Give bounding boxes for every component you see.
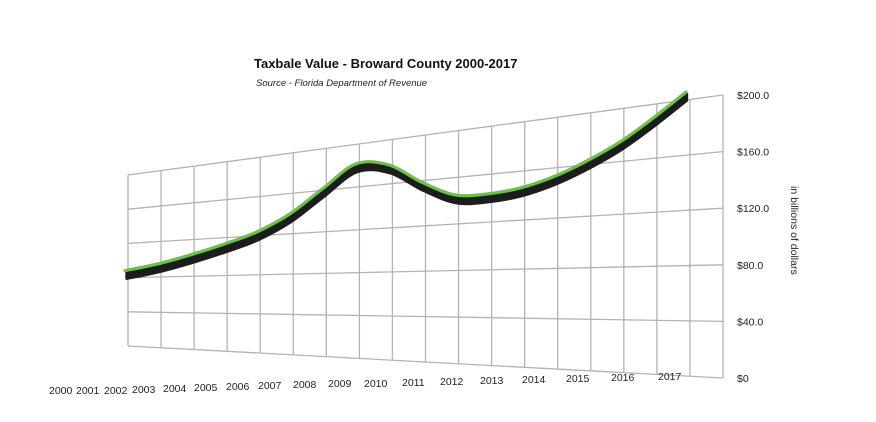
x-tick-label: 2003 bbox=[132, 384, 156, 396]
series-shadow-band bbox=[125, 92, 689, 275]
data-point-2010 bbox=[453, 193, 457, 197]
y-tick-label: $200.0 bbox=[737, 90, 769, 102]
vertical-gridlines bbox=[127, 95, 724, 378]
data-point-2000 bbox=[123, 269, 126, 272]
data-point-2004 bbox=[255, 230, 258, 234]
x-tick-label: 2000 bbox=[49, 385, 73, 397]
data-point-2002 bbox=[189, 253, 192, 257]
x-tick-label: 2011 bbox=[402, 377, 425, 389]
data-point-2007 bbox=[354, 162, 358, 166]
data-point-2012 bbox=[519, 186, 523, 189]
data-point-2013 bbox=[553, 175, 556, 178]
y-tick-label: $120.0 bbox=[737, 203, 769, 215]
x-tick-label: 2017 bbox=[658, 371, 682, 383]
x-tick-label: 2013 bbox=[480, 375, 504, 387]
gridline-horizontal bbox=[127, 311, 724, 323]
horizontal-gridlines bbox=[127, 94, 724, 379]
x-tick-label: 2014 bbox=[522, 374, 546, 386]
y-axis-label: in billions of dollars bbox=[788, 186, 800, 275]
series-line-path bbox=[124, 90, 688, 273]
data-point-2008 bbox=[387, 163, 391, 167]
y-axis-tick-labels: $0 $40.0 $80.0 $120.0 $160.0 $200.0 bbox=[737, 90, 769, 385]
data-point-2016 bbox=[652, 116, 655, 120]
x-tick-label: 2009 bbox=[328, 378, 352, 390]
data-point-2015 bbox=[619, 140, 622, 143]
data-point-2011 bbox=[486, 192, 490, 195]
x-tick-label: 2006 bbox=[226, 381, 250, 393]
x-tick-label: 2015 bbox=[566, 373, 590, 385]
data-point-2009 bbox=[420, 181, 424, 184]
series-line bbox=[123, 90, 688, 273]
x-tick-label: 2012 bbox=[440, 376, 464, 388]
x-tick-label: 2001 bbox=[76, 385, 100, 397]
y-tick-label: $160.0 bbox=[737, 147, 769, 159]
x-tick-label: 2007 bbox=[258, 380, 282, 392]
series-shadow bbox=[125, 91, 689, 281]
gridline-horizontal bbox=[127, 264, 724, 279]
y-tick-label: $0 bbox=[737, 373, 749, 385]
x-tick-label: 2008 bbox=[293, 379, 317, 391]
data-point-2003 bbox=[222, 243, 225, 246]
gridline-horizontal bbox=[127, 345, 724, 379]
series-shadow-band bbox=[125, 93, 689, 276]
data-point-2005 bbox=[288, 212, 292, 216]
chart-subtitle: Source - Florida Department of Revenue bbox=[256, 78, 427, 89]
data-point-2017 bbox=[685, 90, 688, 93]
data-point-2006 bbox=[321, 187, 325, 190]
chart-title: Taxbale Value - Broward County 2000-2017 bbox=[254, 56, 517, 71]
data-point-2014 bbox=[586, 159, 589, 162]
x-tick-label: 2002 bbox=[104, 385, 128, 397]
data-point-2001 bbox=[156, 262, 159, 266]
x-tick-label: 2010 bbox=[364, 378, 388, 390]
x-tick-label: 2005 bbox=[194, 382, 218, 394]
series-shadow-band bbox=[125, 98, 689, 281]
gridline-horizontal bbox=[127, 207, 724, 245]
y-tick-label: $80.0 bbox=[737, 260, 763, 272]
x-axis-tick-labels: 2000 2001 2002 2003 2004 2005 2006 2007 2008 2009… bbox=[49, 371, 682, 397]
gridline-horizontal bbox=[127, 94, 724, 176]
x-tick-label: 2004 bbox=[163, 383, 187, 395]
gridline-horizontal bbox=[127, 150, 724, 210]
x-tick-label: 2016 bbox=[611, 372, 635, 384]
y-tick-label: $40.0 bbox=[737, 316, 763, 328]
